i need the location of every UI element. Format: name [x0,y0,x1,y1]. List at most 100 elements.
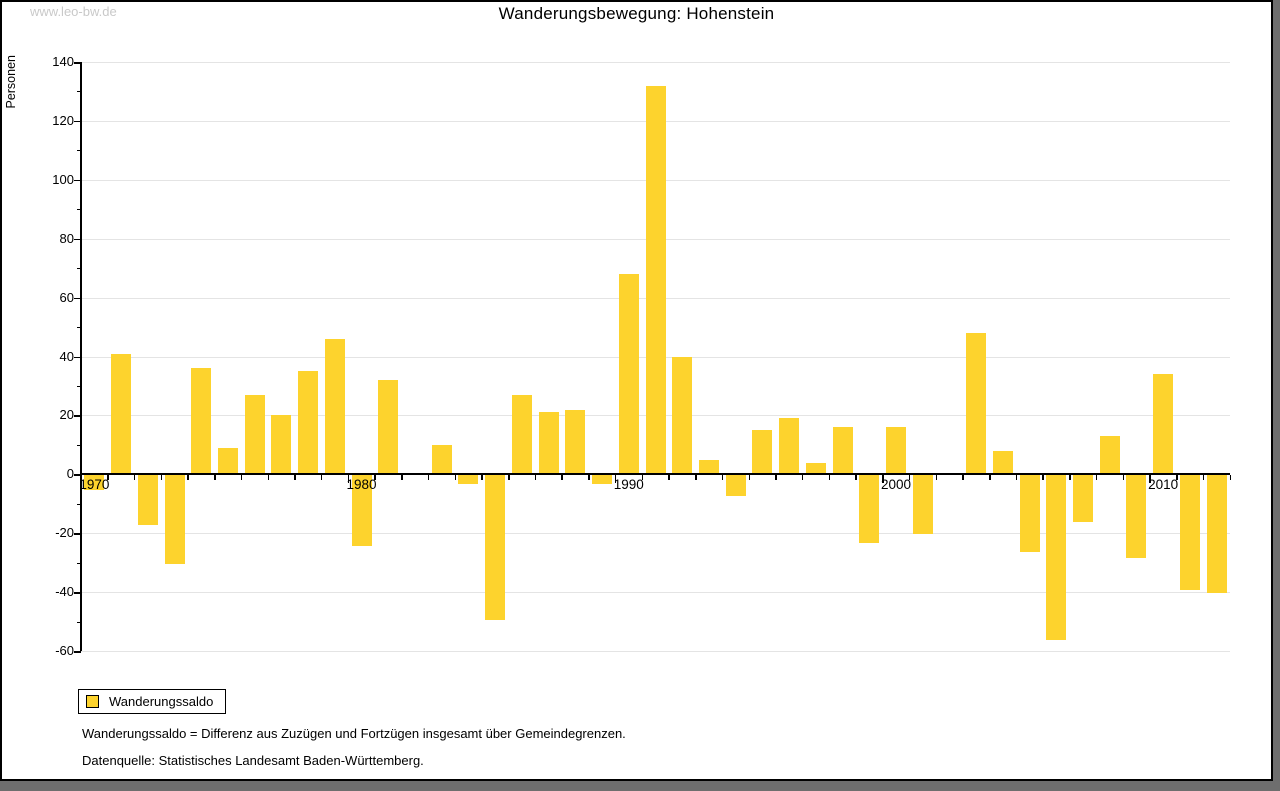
x-tick [1015,475,1018,481]
bar-2010 [1153,374,1174,475]
footnote-definition: Wanderungssaldo = Differenz aus Zuzügen … [82,726,626,741]
x-tick [561,475,563,481]
frame-shadow-bottom [0,781,1280,791]
x-tick [695,475,697,481]
x-tick [1176,475,1178,481]
x-tick [160,475,163,481]
bar-2009 [1126,475,1147,558]
bar-1973 [164,475,185,564]
x-tick [401,475,403,481]
x-tick [1095,475,1098,481]
y-axis-label: Personen [4,55,18,109]
x-tick [588,475,590,481]
x-tick [508,475,510,481]
x-tick [641,475,644,481]
x-tick [908,475,911,481]
gridline [81,651,1230,652]
y-tick-label: -40 [55,584,74,600]
x-tick [1122,475,1125,481]
y-minor-tick [77,150,81,152]
x-tick [294,475,296,481]
x-tick [107,475,109,481]
y-minor-tick [77,503,81,505]
bar-1975 [217,447,238,475]
bar-1980 [351,475,372,546]
bar-1995 [752,430,773,475]
bar-1999 [859,475,880,544]
x-tick [801,475,804,481]
y-major-tick [74,356,81,358]
bar-1985 [485,475,506,620]
y-minor-tick [77,209,81,211]
x-tick [481,475,483,481]
bar-1981 [378,380,399,475]
x-tick [882,475,884,484]
gridline [81,592,1230,594]
y-major-tick [74,238,81,241]
y-minor-tick [77,444,81,446]
bar-1976 [244,394,265,475]
bar-1977 [271,415,292,475]
x-tick [320,475,323,481]
bar-1979 [324,338,345,475]
x-tick [347,475,350,484]
x-tick [1202,475,1205,481]
x-tick [1229,475,1231,481]
y-major-tick [74,120,81,123]
x-tick [775,475,777,481]
y-tick-label: 120 [52,112,74,128]
x-tick [187,475,189,481]
y-tick-label: 140 [52,54,74,69]
x-tick [962,475,964,481]
bar-1990 [618,274,639,475]
bar-1988 [565,409,586,475]
footnote-source: Datenquelle: Statistisches Landesamt Bad… [82,753,424,768]
bar-2011 [1179,475,1200,591]
x-tick [828,475,831,481]
y-major-tick [74,592,81,594]
chart-title: Wanderungsbewegung: Hohenstein [498,4,775,23]
y-major-tick [74,651,81,653]
x-tick-label-2000: 2000 [880,477,911,493]
bar-1993 [698,459,719,475]
x-tick [133,475,136,481]
y-major-tick [74,179,81,182]
legend-label: Wanderungssaldo [109,694,214,709]
bar-2003 [966,332,987,475]
y-tick-label: -60 [55,643,74,658]
bar-1971 [111,353,132,475]
y-minor-tick [77,327,81,329]
bar-1983 [431,444,452,475]
y-minor-tick [77,385,81,387]
x-tick [1069,475,1071,481]
bar-2007 [1073,475,1094,523]
x-tick [1042,475,1044,481]
bar-1984 [458,475,479,485]
y-major-tick [74,62,81,64]
bar-1970 [84,475,105,491]
x-tick [748,475,751,481]
bar-1989 [592,475,613,485]
y-minor-tick [77,91,81,93]
y-minor-tick [77,268,81,270]
bar-1978 [298,371,319,475]
bar-2006 [1046,475,1067,641]
watermark: www.leo-bw.de [30,4,117,19]
bar-1992 [672,356,693,475]
x-tick [935,475,938,481]
y-tick-label: 40 [59,348,74,364]
bar-1986 [511,394,532,475]
x-tick [614,475,617,484]
bar-2008 [1099,436,1120,475]
bar-1974 [191,368,212,475]
bar-1972 [137,475,158,526]
x-tick [721,475,724,481]
y-major-tick [74,415,81,417]
bar-2012 [1206,475,1227,594]
x-tick [454,475,457,481]
bar-1997 [805,462,826,475]
x-tick [989,475,991,481]
y-tick-label: 60 [59,289,74,305]
y-minor-tick [77,562,81,564]
y-tick-label: 80 [59,230,74,246]
